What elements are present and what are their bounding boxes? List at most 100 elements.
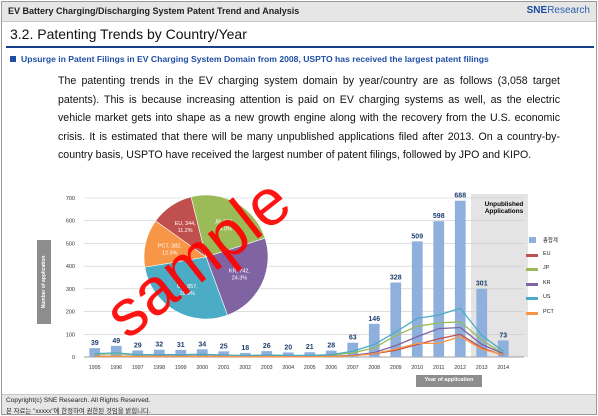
document-title: EV Battery Charging/Discharging System P… <box>8 6 300 16</box>
bar-value-label: 21 <box>306 344 314 351</box>
brand-sne: SNE <box>526 5 548 16</box>
legend-item: 총합계 <box>526 236 586 251</box>
x-tick-label: 1997 <box>132 365 144 371</box>
legend-item: PCT <box>526 309 586 324</box>
x-tick-label: 2007 <box>347 365 359 371</box>
x-tick-label: 1998 <box>153 365 165 371</box>
bar <box>476 288 488 357</box>
pie-label: KR, 742, 24.3% <box>229 268 250 281</box>
bar <box>132 350 144 357</box>
pie-slice-pct <box>143 220 207 268</box>
pie-label: US, 857, 28.0% <box>177 284 198 297</box>
legend-swatch <box>526 253 538 257</box>
footer: Copyright(c) SNE Research. All Rights Re… <box>2 394 596 415</box>
copyright: Copyright(c) SNE Research. All Rights Re… <box>6 397 151 404</box>
legend-item: KR <box>526 280 586 295</box>
bar-value-label: 49 <box>112 338 120 345</box>
x-tick-label: 2011 <box>433 365 444 371</box>
x-tick-label: 1995 <box>89 365 101 371</box>
x-axis-label: Year of application <box>424 377 474 383</box>
bar-value-label: 28 <box>327 343 335 350</box>
y-axis-label-box: Number of application <box>37 240 51 324</box>
series-line-us <box>94 307 504 357</box>
bar <box>153 349 165 357</box>
legend-swatch <box>526 268 538 271</box>
legend-label: JP <box>543 265 550 271</box>
x-tick-label: 2004 <box>282 365 294 371</box>
legend-swatch <box>526 282 538 286</box>
pie-slice-kr <box>205 237 269 316</box>
legend-item: JP <box>526 265 586 280</box>
x-tick-label: 1996 <box>110 365 122 371</box>
bar-value-label: 32 <box>155 342 163 349</box>
x-tick-label: 2005 <box>304 365 316 371</box>
bar-value-label: 73 <box>499 332 507 339</box>
x-tick-label: 2002 <box>239 365 251 371</box>
bar-value-label: 26 <box>263 343 271 350</box>
top-bar: EV Battery Charging/Discharging System P… <box>2 2 596 22</box>
title-rule <box>6 46 594 48</box>
x-tick-label: 2006 <box>325 365 337 371</box>
legend-label: US <box>543 294 551 300</box>
bar-value-label: 509 <box>411 233 423 240</box>
bar <box>497 340 509 357</box>
bar-value-label: 598 <box>433 213 445 220</box>
x-tick-label: 2009 <box>390 365 402 371</box>
legend-label: KR <box>543 279 551 286</box>
bar <box>196 349 208 357</box>
bar <box>390 282 402 357</box>
x-tick-label: 1999 <box>175 365 187 371</box>
pie-label: JP, 733, 24.0% <box>215 220 235 233</box>
bar-value-label: 688 <box>454 193 466 200</box>
bullet-square-icon <box>10 56 16 62</box>
bar-value-label: 29 <box>134 342 142 349</box>
section-title: 3.2. Patenting Trends by Country/Year <box>10 26 247 42</box>
bar-value-label: 63 <box>349 335 357 342</box>
bar-value-label: 20 <box>284 344 292 351</box>
y-tick-label: 100 <box>66 332 75 338</box>
legend-swatch <box>526 311 538 315</box>
y-tick-label: 700 <box>66 196 75 202</box>
bar <box>368 323 380 357</box>
bar <box>89 348 101 357</box>
x-tick-label: 2014 <box>497 365 509 371</box>
bar <box>175 349 187 357</box>
pie-label: EU, 344, 11.2% <box>175 221 196 234</box>
legend-swatch <box>526 297 538 300</box>
x-tick-label: 2010 <box>411 365 423 371</box>
y-tick-label: 200 <box>66 310 75 316</box>
y-tick-label: 600 <box>66 219 75 225</box>
bar <box>218 351 230 357</box>
pie-slice-us <box>144 256 228 320</box>
legend-item: US <box>526 294 586 309</box>
bar <box>110 345 122 357</box>
pie-slice-jp <box>190 194 266 258</box>
license-notice: 본 자료는 "xxxxx"에 한정하여 권한된 것임을 밝힙니다. <box>6 407 151 415</box>
y-tick-label: 300 <box>66 287 75 293</box>
y-tick-label: 500 <box>66 241 75 247</box>
headline-text: Upsurge in Patent Filings in EV Charging… <box>21 54 489 64</box>
bar-value-label: 25 <box>220 343 228 350</box>
legend-swatch <box>529 237 536 243</box>
pie-label: PCT, 382, 12.5% <box>158 244 182 257</box>
brand-research: Research <box>547 5 590 16</box>
bar <box>325 350 337 357</box>
bar-value-label: 301 <box>476 281 488 288</box>
x-tick-label: 2008 <box>368 365 380 371</box>
headline: Upsurge in Patent Filings in EV Charging… <box>10 54 489 64</box>
bar-value-label: 31 <box>177 342 185 349</box>
body-paragraph: The patenting trends in the EV charging … <box>58 75 560 162</box>
bar <box>304 352 316 357</box>
x-tick-label: 2013 <box>476 365 488 371</box>
bar <box>454 200 466 357</box>
legend-label: 총합계 <box>543 238 558 244</box>
bar <box>433 221 445 357</box>
bar-value-label: 18 <box>241 345 249 352</box>
bar-value-label: 39 <box>91 340 99 347</box>
unpublished-annotation: Unpublished Applications <box>484 201 524 215</box>
bar <box>282 352 294 357</box>
chart-legend: 총합계 EU JP KR US PCT <box>526 236 586 323</box>
x-tick-label: 2000 <box>196 365 208 371</box>
